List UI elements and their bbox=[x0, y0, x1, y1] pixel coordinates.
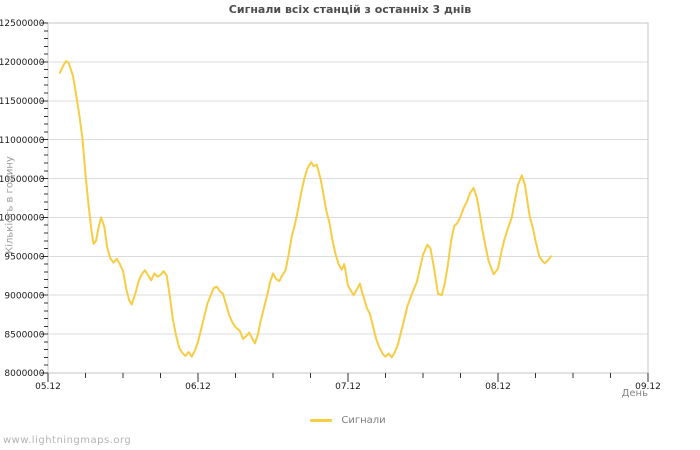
y-tick-label: 10500000 bbox=[0, 175, 45, 185]
x-tick-label: 09.12 bbox=[635, 382, 661, 392]
y-tick-label: 8500000 bbox=[4, 330, 44, 340]
y-tick-label: 9500000 bbox=[4, 253, 44, 263]
plot-border bbox=[47, 22, 649, 374]
x-tick-label: 08.12 bbox=[485, 382, 511, 392]
x-tick-label: 05.12 bbox=[35, 382, 61, 392]
signals-line bbox=[58, 60, 553, 359]
watermark: www.lightningmaps.org bbox=[3, 435, 132, 446]
y-tick-label: 9000000 bbox=[4, 291, 44, 301]
y-tick-label: 8000000 bbox=[4, 369, 44, 379]
y-tick-label: 10000000 bbox=[0, 214, 45, 224]
y-axis-title: Кількість в годину bbox=[4, 156, 16, 254]
chart-title: Сигнали всіх станцій з останніх 3 днів bbox=[228, 3, 472, 16]
legend-line-swatch bbox=[310, 418, 333, 422]
x-axis-title: День bbox=[621, 388, 648, 399]
legend: Сигнали bbox=[48, 413, 648, 427]
x-tick-label: 06.12 bbox=[185, 382, 211, 392]
y-tick-label: 12000000 bbox=[0, 58, 45, 68]
y-tick-label: 11500000 bbox=[0, 97, 45, 107]
y-tick-label: 11000000 bbox=[0, 136, 45, 146]
legend-label: Сигнали bbox=[341, 414, 386, 426]
x-tick-label: 07.12 bbox=[335, 382, 361, 392]
y-tick-label: 12500000 bbox=[0, 19, 45, 29]
